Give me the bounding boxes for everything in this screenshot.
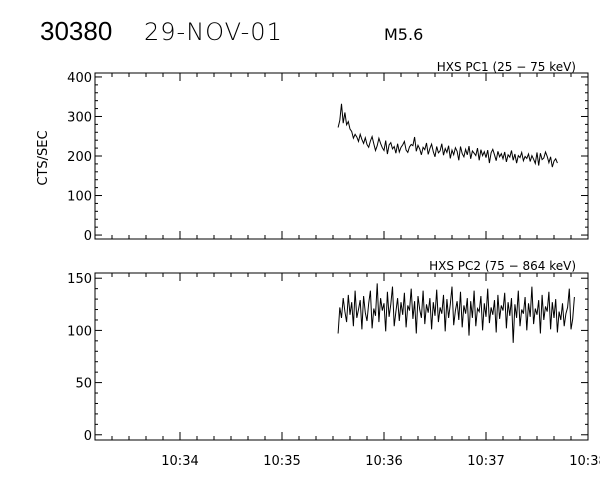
x-tick-label: 10:36 [365,454,402,469]
y-ticks-pc2: 0 50 100 150 [67,272,588,444]
series-line-pc1 [337,103,558,168]
x-ticks-pc1 [94,73,589,239]
plot-frame-pc2 [94,272,589,441]
flare-class: M5.6 [384,25,423,44]
x-tick-label: 10:35 [263,454,300,469]
series-line-pc2 [337,283,575,343]
y-ticks-pc1: 0 100 200 300 400 [67,71,588,244]
y-tick-label: 150 [67,272,92,287]
x-ticks-pc2: 10:34 10:35 10:36 10:37 10:38 [94,273,600,469]
x-tick-label: 10:37 [467,454,504,469]
y-tick-label: 200 [67,150,92,165]
panel-title-pc2: HXS PC2 (75 − 864 keV) [429,259,576,273]
event-id: 30380 [40,16,112,46]
y-tick-label: 100 [67,190,92,205]
y-tick-label: 0 [84,429,92,444]
y-tick-label: 0 [84,229,92,244]
y-tick-label: 400 [67,71,92,86]
x-tick-label: 10:38 [569,454,600,469]
observation-date: 29-NOV-01 [144,18,283,46]
panel-title-pc1: HXS PC1 (25 − 75 keV) [437,60,576,74]
y-axis-label-pc1: CTS/SEC [36,130,51,185]
y-tick-label: 100 [67,324,92,339]
y-tick-label: 50 [75,377,92,392]
panel-pc1: HXS PC1 (25 − 75 keV) CTS/SEC 0 100 200 300… [36,60,589,244]
y-tick-label: 300 [67,110,92,125]
x-tick-label: 10:34 [161,454,198,469]
